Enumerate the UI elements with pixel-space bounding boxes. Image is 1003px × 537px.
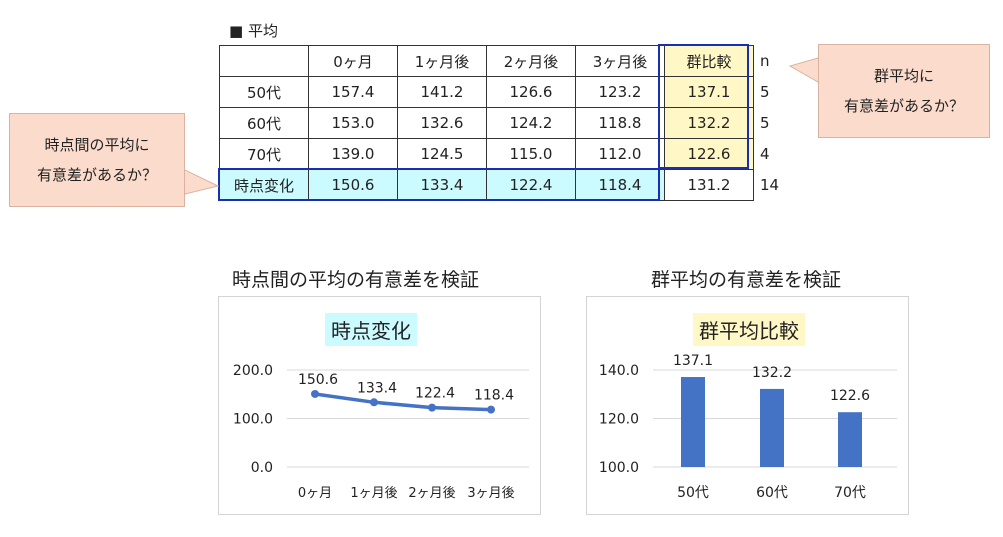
- y-tick-label: 140.0: [599, 363, 639, 379]
- data-point: [311, 389, 319, 398]
- header-cell: 2ヶ月後: [486, 45, 576, 77]
- data-point: [370, 398, 378, 407]
- line-chart-subtitle: 時点変化: [325, 313, 417, 346]
- row-label: 70代: [219, 138, 309, 170]
- table-cell: 124.5: [397, 138, 487, 170]
- callout-left-line2: 有意差があるか？: [36, 166, 157, 184]
- data-label: 122.4: [415, 386, 455, 402]
- data-label: 118.4: [474, 388, 514, 404]
- bar: [760, 388, 784, 467]
- x-tick-label: 3ヶ月後: [467, 486, 514, 501]
- header-cell: 0ヶ月: [308, 45, 398, 77]
- line-chart-title: 時点間の平均の有意差を検証: [232, 269, 480, 291]
- header-cell: 群比較: [664, 45, 754, 77]
- table-cell: 132.6: [397, 107, 487, 139]
- y-tick-label: 0.0: [251, 460, 273, 476]
- table-row-total: 時点変化 150.6 133.4 122.4 118.4 131.2 14: [219, 169, 803, 201]
- x-tick-label: 50代: [677, 485, 709, 501]
- table-cell: 118.4: [575, 169, 665, 201]
- header-cell: [219, 45, 309, 77]
- table-cell: 139.0: [308, 138, 398, 170]
- callout-right: 群平均に 有意差があるか？: [818, 44, 990, 138]
- row-label: 50代: [219, 76, 309, 108]
- callout-right-line2: 有意差があるか？: [843, 97, 964, 115]
- table-cell: 115.0: [486, 138, 576, 170]
- table-cell: 112.0: [575, 138, 665, 170]
- group-cell: 137.1: [664, 76, 754, 108]
- bar-chart: 100.0 120.0 140.0 137.1 50代 132.2 60代 122.6 70代: [599, 353, 897, 501]
- x-tick-label: 1ヶ月後: [350, 486, 397, 501]
- table-cell: 126.6: [486, 76, 576, 108]
- callout-right-line1: 群平均に: [873, 67, 934, 85]
- table-cell: 141.2: [397, 76, 487, 108]
- group-cell: 132.2: [664, 107, 754, 139]
- bar-chart-panel: 群平均比較 100.0 120.0 140.0 137.1 50代 132.2 60代 122…: [586, 296, 909, 515]
- table-header-row: 0ヶ月 1ヶ月後 2ヶ月後 3ヶ月後 群比較 n: [219, 45, 803, 77]
- row-label: 60代: [219, 107, 309, 139]
- series-line: [314, 392, 492, 412]
- callout-left-line1: 時点間の平均に: [44, 136, 150, 154]
- table-row: 60代 153.0 132.6 124.2 118.8 132.2 5: [219, 107, 803, 139]
- callout-left: 時点間の平均に 有意差があるか？: [9, 113, 185, 207]
- header-cell: n: [760, 52, 770, 70]
- data-point: [428, 403, 436, 412]
- table-row: 70代 139.0 124.5 115.0 112.0 122.6 4: [219, 138, 803, 170]
- data-label: 137.1: [673, 353, 713, 369]
- x-tick-label: 0ヶ月: [298, 486, 332, 501]
- table-title: ■ 平均: [229, 22, 278, 40]
- bar: [681, 377, 705, 467]
- group-cell: 131.2: [664, 169, 754, 201]
- data-label: 133.4: [357, 380, 397, 396]
- y-tick-label: 100.0: [599, 460, 639, 476]
- n-cell: 14: [760, 176, 780, 194]
- data-label: 132.2: [752, 365, 792, 381]
- row-label: 時点変化: [219, 169, 309, 201]
- n-cell: 5: [760, 83, 770, 101]
- bar-chart-subtitle: 群平均比較: [693, 313, 805, 346]
- n-cell: 4: [760, 145, 770, 163]
- y-tick-label: 100.0: [233, 412, 273, 428]
- bar: [838, 412, 862, 467]
- y-tick-label: 200.0: [233, 363, 273, 379]
- group-cell: 122.6: [664, 138, 754, 170]
- table-cell: 150.6: [308, 169, 398, 201]
- bar-chart-title: 群平均の有意差を検証: [651, 269, 842, 291]
- x-tick-label: 70代: [834, 485, 866, 501]
- average-table: 0ヶ月 1ヶ月後 2ヶ月後 3ヶ月後 群比較 n 50代 157.4 141.2…: [219, 45, 803, 201]
- data-label: 122.6: [830, 388, 870, 404]
- x-tick-label: 60代: [756, 485, 788, 501]
- data-label: 150.6: [298, 372, 338, 388]
- y-tick-label: 120.0: [599, 412, 639, 428]
- table-cell: 157.4: [308, 76, 398, 108]
- table-row: 50代 157.4 141.2 126.6 123.2 137.1 5: [219, 76, 803, 108]
- table-cell: 153.0: [308, 107, 398, 139]
- n-cell: 5: [760, 114, 770, 132]
- table-cell: 133.4: [397, 169, 487, 201]
- line-chart: 0.0 100.0 200.0 150.6 0ヶ月 133.4 1ヶ月後 122.4 2ヶ月後 1…: [233, 363, 529, 501]
- x-tick-label: 2ヶ月後: [408, 486, 455, 501]
- line-chart-panel: 時点変化 0.0 100.0 200.0 150.6 0ヶ月 133.4 1ヶ月後 122.4…: [218, 296, 541, 515]
- table-cell: 122.4: [486, 169, 576, 201]
- data-point: [487, 405, 495, 414]
